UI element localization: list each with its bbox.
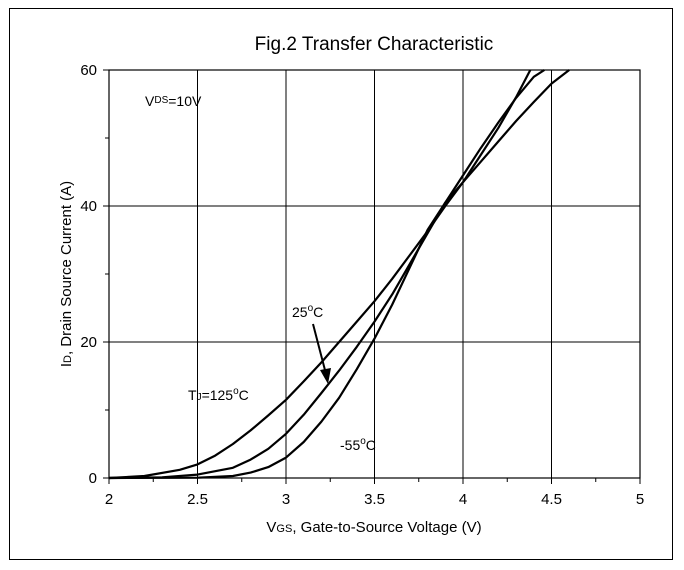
x-tick-label: 5 (636, 491, 644, 508)
vds-annotation: VDS=10V (145, 93, 202, 109)
x-tick-label: 2.5 (187, 491, 208, 508)
curve-line-1 (108, 69, 532, 480)
x-tick-label: 4.5 (541, 491, 562, 508)
chart-frame (9, 8, 673, 560)
t-minus55-label: -55oC (340, 436, 376, 453)
curve-line-3 (108, 69, 570, 480)
x-tick-label: 3 (282, 491, 290, 508)
tj-125-label: TJ=125oC (188, 386, 249, 403)
t-25-label: 25oC (292, 303, 323, 320)
x-tick-labels: 2 2.5 3 3.5 4 4.5 5 (105, 491, 644, 508)
y-tick-label: 0 (89, 470, 97, 487)
x-tick-label: 3.5 (364, 491, 385, 508)
y-tick-label: 60 (80, 62, 97, 79)
y-axis-label: ID, Drain Source Current (A) (58, 181, 75, 367)
axis-ticks (103, 69, 641, 484)
curve-line-2 (108, 69, 545, 480)
x-tick-label: 2 (105, 491, 113, 508)
curves (108, 69, 570, 480)
x-tick-label: 4 (459, 491, 467, 508)
annotation-arrow-head (320, 368, 331, 384)
x-axis-label: VGS, Gate-to-Source Voltage (V) (266, 519, 481, 536)
y-tick-label: 40 (80, 198, 97, 215)
grid-lines (109, 70, 640, 478)
chart-title: Fig.2 Transfer Characteristic (255, 34, 494, 55)
y-tick-label: 20 (80, 334, 97, 351)
annotation-arrow (312, 323, 327, 375)
y-tick-labels: 0 20 40 60 (80, 62, 97, 487)
